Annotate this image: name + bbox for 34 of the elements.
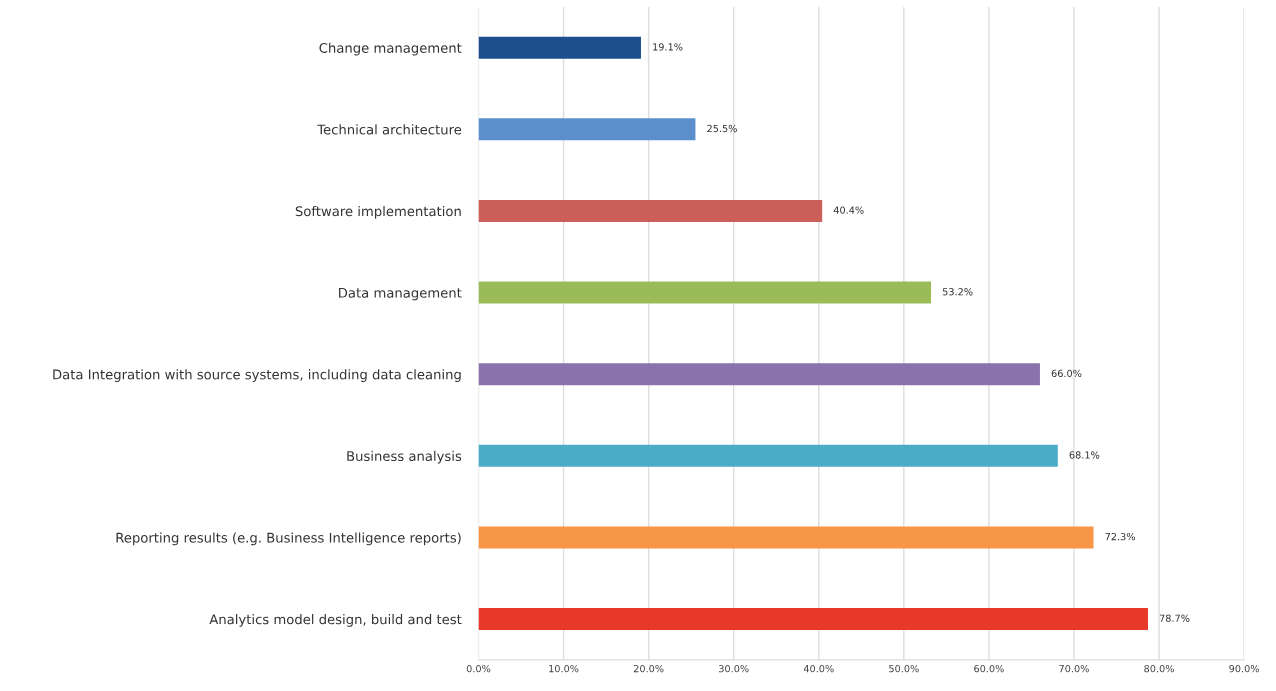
data-label: 40.4% [833, 206, 864, 214]
x-tick-label: 30.0% [719, 664, 749, 673]
data-label: 25.5% [707, 124, 737, 133]
y-tick-label: Data Integration with source systems, including data cleaning [53, 369, 461, 382]
y-tick-label: Software implementation [295, 205, 461, 219]
x-tick-label: 10.0% [549, 664, 579, 673]
x-tick-label: 50.0% [889, 664, 919, 673]
bar [478, 199, 823, 222]
bar [478, 608, 1148, 631]
x-tick-label: 0.0% [466, 664, 491, 673]
data-label: 53.2% [942, 288, 973, 296]
x-tick-label: 20.0% [633, 664, 664, 673]
y-tick-label: Analytics model design, build and test [209, 614, 462, 627]
y-tick-label: Data management [339, 287, 462, 301]
bar [478, 363, 1040, 386]
bar [478, 36, 641, 59]
bar [478, 526, 1094, 549]
bar [478, 118, 696, 141]
y-tick-label: Business analysis [347, 450, 462, 464]
data-label: 19.1% [653, 43, 683, 51]
data-label: 72.3% [1105, 532, 1135, 541]
bar [478, 281, 932, 304]
y-tick-label: Change management [319, 42, 462, 56]
data-label: 78.7% [1159, 614, 1190, 622]
data-label: 68.1% [1069, 451, 1100, 459]
x-tick-label: 90.0% [1229, 664, 1260, 673]
y-tick-label: Reporting results (e.g. Business Intelligence reports) [116, 532, 461, 546]
x-tick-label: 70.0% [1059, 664, 1089, 673]
x-tick-label: 80.0% [1144, 664, 1174, 673]
x-tick-label: 40.0% [803, 664, 834, 673]
data-label: 66.0% [1051, 369, 1082, 378]
y-tick-label: Technical architecture [317, 124, 462, 135]
x-tick-label: 60.0% [974, 664, 1004, 673]
bar [478, 444, 1058, 467]
